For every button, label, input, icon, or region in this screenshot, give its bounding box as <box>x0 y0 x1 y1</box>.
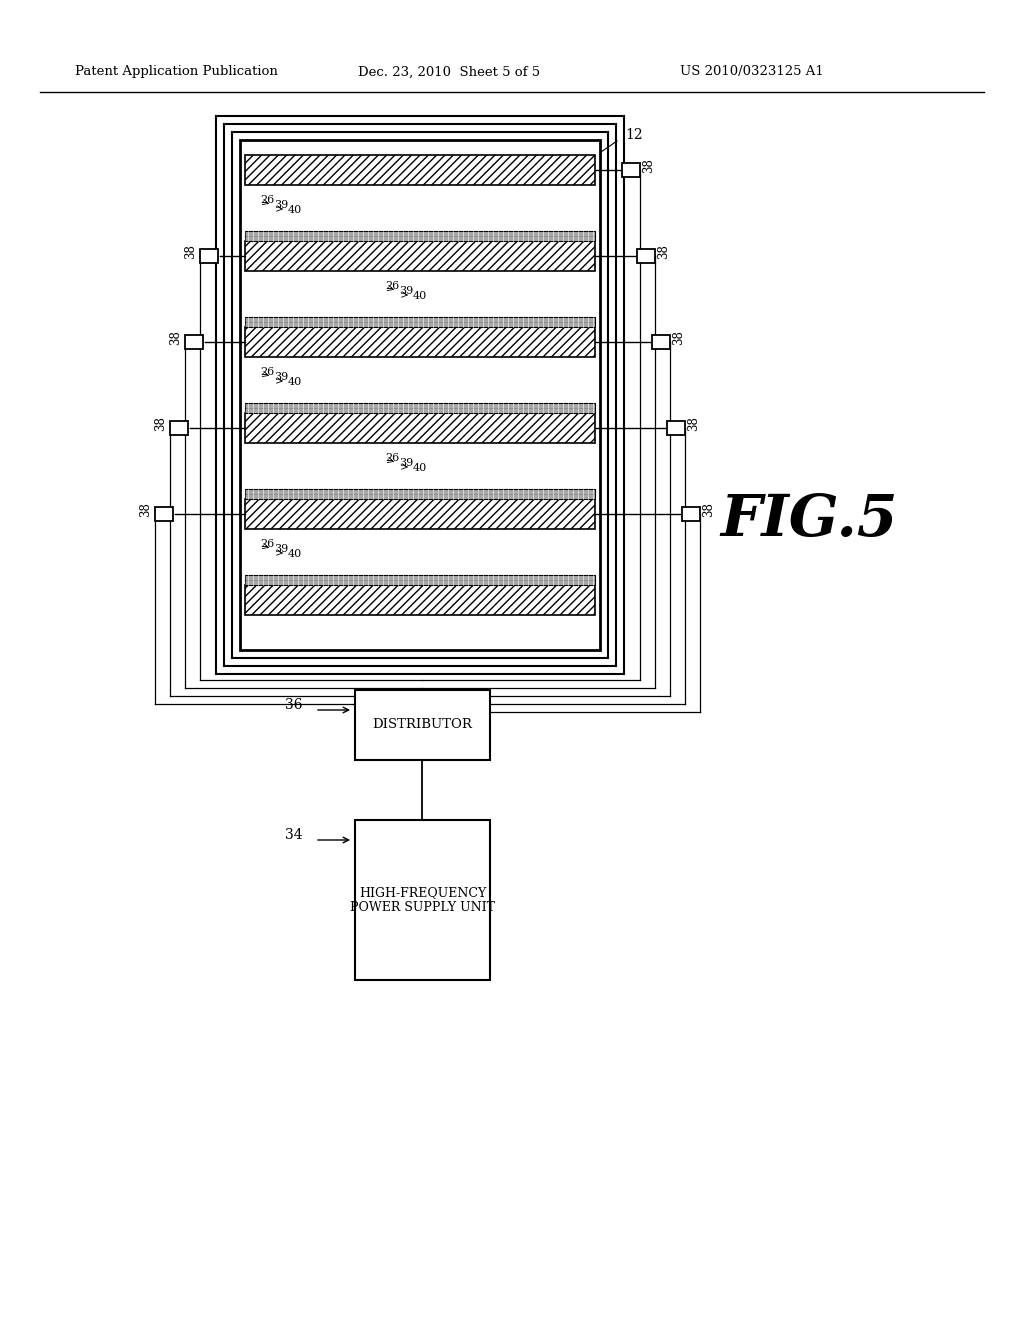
Bar <box>200 249 218 263</box>
Text: 36: 36 <box>285 698 302 711</box>
Bar <box>245 327 595 356</box>
Text: 40: 40 <box>288 378 302 387</box>
Bar <box>245 576 595 585</box>
Text: 38: 38 <box>139 503 153 517</box>
Text: 26: 26 <box>260 539 274 549</box>
Text: 39: 39 <box>399 286 414 296</box>
Bar <box>245 488 595 499</box>
Bar <box>245 585 595 615</box>
Bar <box>245 413 595 444</box>
Bar <box>355 820 490 979</box>
Text: 40: 40 <box>288 549 302 558</box>
Bar <box>170 421 188 436</box>
Text: 39: 39 <box>399 458 414 469</box>
Text: US 2010/0323125 A1: US 2010/0323125 A1 <box>680 66 823 78</box>
Bar <box>224 124 616 667</box>
Text: 12: 12 <box>625 128 643 143</box>
Bar <box>245 317 595 327</box>
Text: 38: 38 <box>184 244 198 260</box>
Bar <box>245 403 595 413</box>
Text: 38: 38 <box>155 417 168 432</box>
Text: 40: 40 <box>413 463 427 473</box>
Text: 26: 26 <box>385 453 399 463</box>
Bar <box>355 690 490 760</box>
Text: Patent Application Publication: Patent Application Publication <box>75 66 278 78</box>
Bar <box>637 249 655 263</box>
Text: 39: 39 <box>274 544 288 554</box>
Bar <box>245 154 595 185</box>
Text: 34: 34 <box>285 828 303 842</box>
Text: 38: 38 <box>642 158 655 173</box>
Bar <box>667 421 685 436</box>
Bar <box>232 132 608 657</box>
Bar <box>185 335 203 348</box>
Bar <box>245 242 595 271</box>
Text: 38: 38 <box>673 330 685 346</box>
Bar <box>240 140 600 649</box>
Text: 38: 38 <box>657 244 671 260</box>
Text: Dec. 23, 2010  Sheet 5 of 5: Dec. 23, 2010 Sheet 5 of 5 <box>358 66 540 78</box>
Text: 39: 39 <box>274 372 288 381</box>
Text: 38: 38 <box>170 330 182 346</box>
Bar <box>216 116 624 675</box>
Bar <box>155 507 173 521</box>
Bar <box>652 335 670 348</box>
Bar <box>245 231 595 242</box>
Text: HIGH-FREQUENCY
POWER SUPPLY UNIT: HIGH-FREQUENCY POWER SUPPLY UNIT <box>350 886 495 913</box>
Text: 26: 26 <box>260 367 274 378</box>
Text: 38: 38 <box>702 503 716 517</box>
Text: DISTRIBUTOR: DISTRIBUTOR <box>373 718 472 731</box>
Text: 26: 26 <box>260 195 274 205</box>
Text: 38: 38 <box>687 417 700 432</box>
Text: FIG.5: FIG.5 <box>720 492 897 548</box>
Text: 39: 39 <box>274 201 288 210</box>
Text: 26: 26 <box>385 281 399 290</box>
Bar <box>245 499 595 529</box>
Bar <box>682 507 700 521</box>
Text: 40: 40 <box>413 290 427 301</box>
Text: 40: 40 <box>288 205 302 215</box>
Bar <box>622 162 640 177</box>
